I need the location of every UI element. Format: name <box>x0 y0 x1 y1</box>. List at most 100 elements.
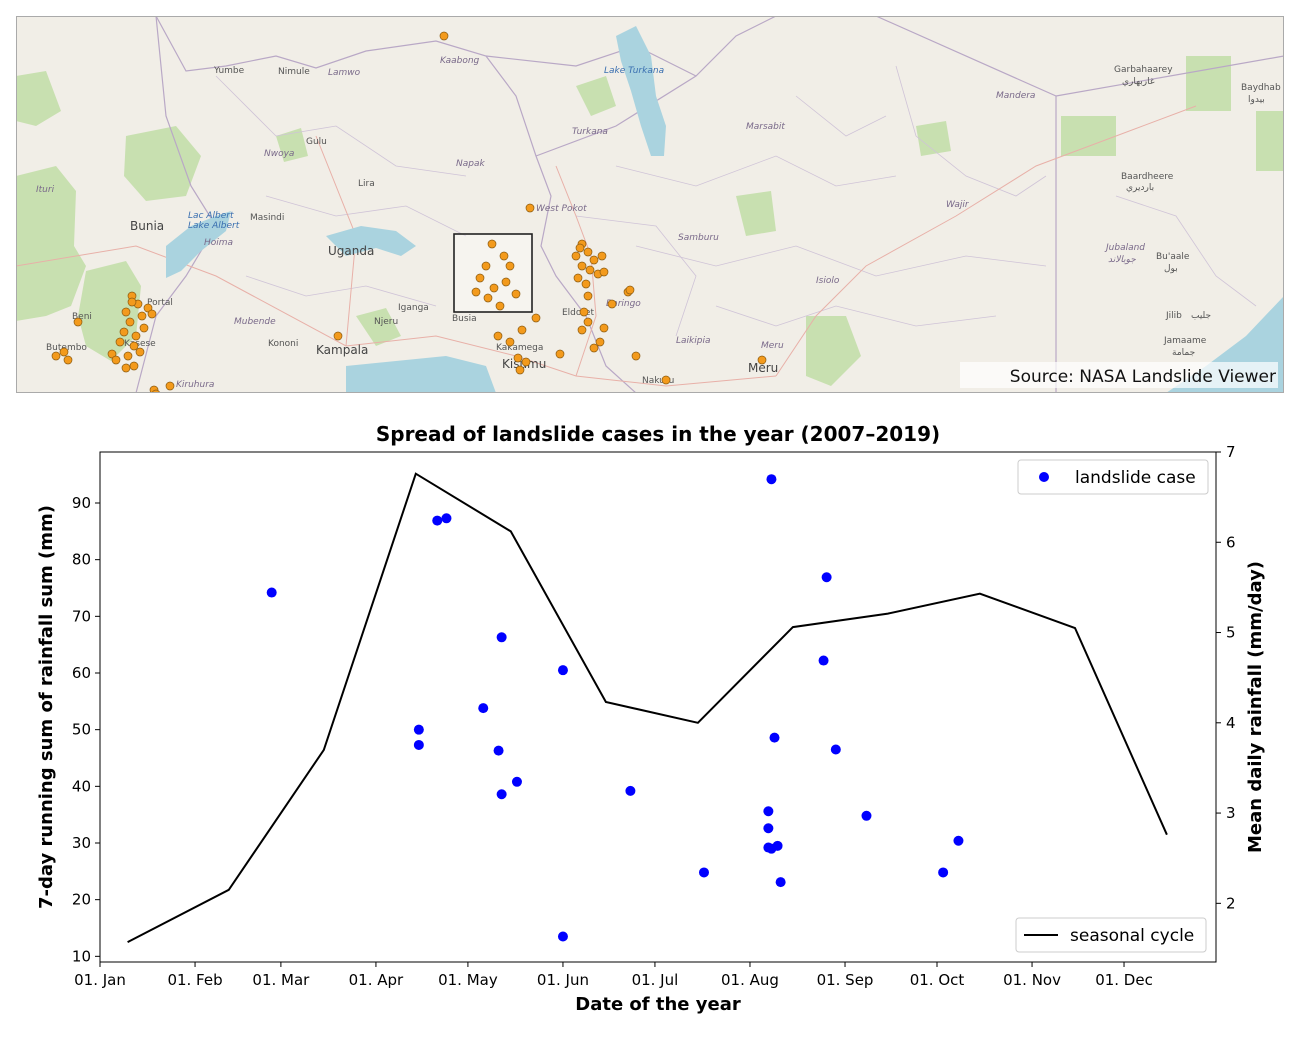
map-marker <box>119 327 129 337</box>
map-marker <box>475 273 485 283</box>
map-marker <box>139 323 149 333</box>
map-marker <box>499 251 509 261</box>
map-marker <box>521 357 531 367</box>
landslide-case-point <box>413 724 424 735</box>
landslide-case-point <box>763 823 774 834</box>
landslide-case-layer <box>266 474 964 942</box>
x-tick-label: 01. Apr <box>349 971 404 989</box>
place-iganga: Iganga <box>398 303 429 313</box>
y2-tick-label: 6 <box>1226 533 1236 551</box>
landslide-case-point <box>938 867 949 878</box>
map-marker <box>515 365 525 375</box>
landslide-case-point <box>953 835 964 846</box>
place-uganda: Uganda <box>328 244 374 258</box>
x-tick-label: 01. Oct <box>910 971 965 989</box>
map-marker <box>129 341 139 351</box>
place-gulu: Gulu <box>306 137 327 147</box>
place-garbahaarey: Garbahaarey <box>1114 65 1173 75</box>
place-butembo: Butembo <box>46 343 87 353</box>
place-kasese: Kasese <box>124 339 156 349</box>
map-marker <box>625 285 635 295</box>
map-marker <box>121 307 131 317</box>
map-marker <box>439 31 449 41</box>
map-marker <box>129 361 139 371</box>
map-marker <box>595 337 605 347</box>
landslide-case-point <box>861 810 872 821</box>
place-lake-albert: Lac Albert <box>188 211 234 221</box>
landslide-case-point <box>496 632 507 643</box>
landslide-case-point <box>496 789 507 800</box>
x-tick-label: 01. Jul <box>632 971 679 989</box>
y-tick-label: 80 <box>72 551 91 569</box>
place-lake-albert-2: Lake Albert <box>188 221 240 231</box>
chart-svg: Spread of landslide cases in the year (2… <box>36 422 1266 1015</box>
map-marker <box>505 261 515 271</box>
map-marker <box>581 279 591 289</box>
legend-landslide-label: landslide case <box>1075 468 1196 488</box>
map-marker <box>599 323 609 333</box>
map-marker <box>121 363 131 373</box>
map-marker <box>583 291 593 301</box>
x-tick-label: 01. Mar <box>252 971 310 989</box>
map-marker <box>597 251 607 261</box>
place-masindi: Masindi <box>250 213 284 223</box>
map-marker <box>487 239 497 249</box>
y-tick-label: 90 <box>72 494 91 512</box>
place-nwoya: Nwoya <box>264 149 294 159</box>
map-marker <box>333 331 343 341</box>
x-tick-label: 01. May <box>438 971 498 989</box>
x-tick-label: 01. Feb <box>167 971 222 989</box>
map-source: Source: NASA Landslide Viewer <box>1010 367 1276 387</box>
place-jilib: Jilib <box>1165 311 1182 321</box>
y-tick-label: 50 <box>72 721 91 739</box>
legend-landslide-box <box>1017 459 1209 495</box>
map-marker <box>511 289 521 299</box>
y2-tick-label: 2 <box>1226 894 1236 912</box>
landslide-case-point <box>478 703 489 714</box>
map-marker <box>571 251 581 261</box>
map-marker <box>111 355 121 365</box>
y-tick-label: 20 <box>72 891 91 909</box>
map-marker <box>501 277 511 287</box>
map-marker <box>137 311 147 321</box>
place-mandera: Mandera <box>996 91 1035 101</box>
landslide-case-point <box>266 587 277 598</box>
landslide-case-point <box>766 474 777 485</box>
place-yumbe: Yumbe <box>213 66 245 76</box>
place-mubende: Mubende <box>234 317 276 327</box>
place-wajir: Wajir <box>946 200 970 210</box>
place-kampala: Kampala <box>316 343 368 357</box>
map-marker <box>493 331 503 341</box>
map-marker <box>51 351 61 361</box>
landslide-case-point <box>763 806 774 817</box>
landslide-markers <box>51 31 767 399</box>
legend-landslide: landslide case <box>1017 459 1209 495</box>
y-tick-label: 30 <box>72 834 91 852</box>
map-marker <box>513 353 523 363</box>
landslide-case-point <box>821 572 832 583</box>
x-tick-label: 01. Jun <box>537 971 589 989</box>
map-marker <box>607 299 617 309</box>
map-marker <box>577 261 587 271</box>
landslide-case-point <box>625 785 636 796</box>
place-marsabit: Marsabit <box>746 122 785 132</box>
landslide-case-point <box>772 840 783 851</box>
map-marker <box>59 347 69 357</box>
place-bunia: Bunia <box>130 219 164 233</box>
map-marker <box>757 355 767 365</box>
place-garbahaarey-ar: غاربهاري <box>1122 77 1155 87</box>
y2-tick-label: 4 <box>1226 714 1236 732</box>
landslide-case-point <box>413 739 424 750</box>
place-jilib-ar: جليب <box>1191 311 1211 321</box>
y2-tick-label: 5 <box>1226 624 1236 642</box>
map-marker <box>143 303 153 313</box>
legend-seasonal-box <box>1015 917 1207 953</box>
map-marker <box>573 273 583 283</box>
map-marker <box>579 307 589 317</box>
place-baringo: Baringo <box>606 299 641 309</box>
map-marker <box>135 347 145 357</box>
place-baardheere: Baardheere <box>1121 172 1174 182</box>
place-baydhab-ar: بيدوا <box>1248 95 1265 105</box>
y-axis-right: 2 3 4 5 6 7 <box>1216 443 1236 912</box>
map-marker <box>489 283 499 293</box>
